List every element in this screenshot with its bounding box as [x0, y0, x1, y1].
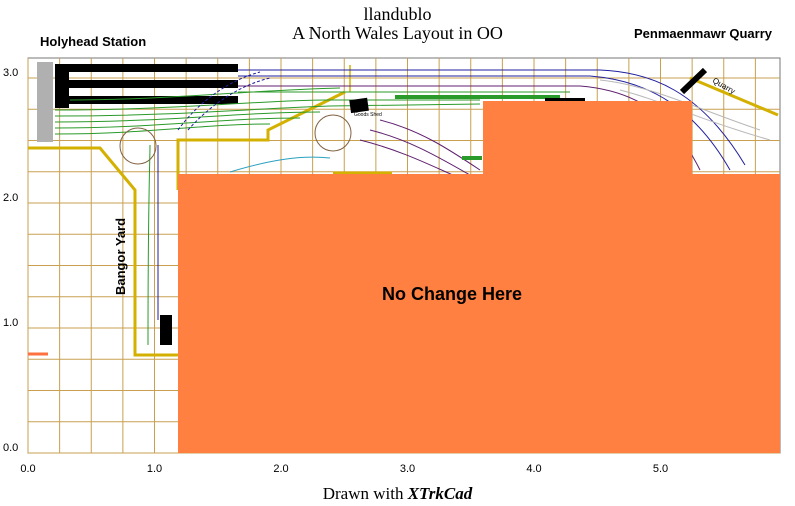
bangor-yard-building — [160, 315, 172, 345]
x-tick-label: 2.0 — [273, 463, 288, 475]
y-tick-label: 1.0 — [3, 317, 18, 329]
holyhead-platform — [37, 62, 53, 142]
diagram-title: llandublo — [363, 4, 432, 24]
x-tick-label: 5.0 — [653, 463, 668, 475]
penmaenmawr-quarry-label: Penmaenmawr Quarry — [634, 26, 773, 41]
y-axis: 0.0 1.0 2.0 3.0 — [3, 67, 18, 454]
no-change-label: No Change Here — [382, 284, 522, 304]
track-lines — [54, 69, 771, 346]
diagram-subtitle: A North Wales Layout in OO — [292, 23, 503, 43]
no-change-overlay — [178, 101, 780, 453]
x-tick-label: 0.0 — [20, 463, 35, 475]
siding-block — [545, 98, 585, 102]
x-tick-label: 4.0 — [526, 463, 541, 475]
footer-app-name: XTrkCad — [407, 484, 473, 503]
baseboard-edges — [28, 65, 779, 357]
y-tick-label: 2.0 — [3, 192, 18, 204]
sidings — [395, 95, 560, 160]
goods-shed-label: Goods Shed — [354, 112, 382, 118]
turntable-central — [314, 114, 352, 152]
x-tick-label: 1.0 — [147, 463, 162, 475]
goods-shed-building — [349, 97, 369, 114]
x-axis: 0.0 1.0 2.0 3.0 4.0 5.0 — [20, 463, 668, 475]
y-tick-label: 3.0 — [3, 67, 18, 79]
footer-prefix: Drawn with — [322, 484, 408, 503]
x-tick-label: 3.0 — [400, 463, 415, 475]
quarry-bunker — [679, 67, 708, 95]
holyhead-buildings — [55, 64, 238, 108]
bangor-yard-label: Bangor Yard — [113, 218, 128, 295]
turntable-bangor — [119, 127, 157, 165]
holyhead-station-label: Holyhead Station — [40, 34, 147, 49]
y-tick-label: 0.0 — [3, 442, 18, 454]
footer: Drawn with XTrkCad — [0, 484, 795, 504]
